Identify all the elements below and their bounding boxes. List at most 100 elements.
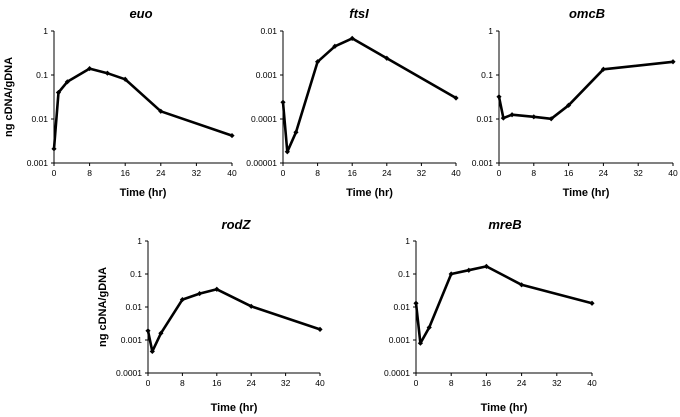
data-point	[317, 326, 323, 332]
series-line-euo	[52, 67, 233, 149]
x-tick-label: 16	[212, 378, 222, 388]
data-point	[122, 76, 128, 82]
x-tick-label: 16	[347, 168, 357, 178]
chart-title: ftsI	[349, 6, 369, 21]
data-point	[548, 116, 554, 122]
y-tick-label: 0.001	[472, 158, 494, 168]
chart-panel-euo: euo 0.001 0.01 0.1 1 0 8 16 24 32 40 Time (hr) ng cD…	[3, 6, 237, 199]
x-tick-label: 8	[449, 378, 454, 388]
y-tick-label: 1	[405, 236, 410, 246]
y-tick-label: 0.01	[260, 26, 277, 36]
data-point	[284, 149, 290, 155]
y-tick-label: 0.0001	[251, 114, 277, 124]
series-line-rodZ	[146, 287, 321, 353]
chart-panel-rodZ: rodZ 0.0001 0.001 0.01 0.1 1 0 8 16 24 32 40 Time (h…	[97, 217, 325, 414]
y-tick-label: 0.01	[476, 114, 493, 124]
data-point	[519, 282, 525, 288]
x-tick-label: 0	[281, 168, 286, 178]
y-tick-label: 1	[43, 26, 48, 36]
x-tick-label: 0	[146, 378, 151, 388]
data-point	[158, 330, 164, 336]
x-tick-label: 16	[482, 378, 492, 388]
data-point	[104, 70, 110, 76]
y-axis-label: ng cDNA/gDNA	[3, 57, 15, 137]
x-tick-label: 32	[281, 378, 291, 388]
data-point	[509, 112, 515, 118]
chart-panel-mreB: mreB 0.0001 0.001 0.01 0.1 1 0 8 16 24 32 40 Time (h…	[384, 217, 597, 414]
data-point	[349, 35, 355, 41]
data-point	[179, 296, 185, 303]
data-point	[197, 290, 203, 297]
y-tick-label: 0.1	[481, 70, 493, 80]
data-point	[248, 303, 254, 309]
x-tick-label: 40	[451, 168, 461, 178]
y-tick-label: 0.001	[27, 158, 49, 168]
x-tick-label: 0	[497, 168, 502, 178]
data-point	[500, 115, 506, 121]
data-point	[51, 146, 57, 152]
y-axis-label: ng cDNA/gDNA	[97, 267, 109, 347]
y-tick-label: 0.0001	[384, 368, 410, 378]
data-point	[496, 94, 502, 100]
x-tick-label: 32	[552, 378, 562, 388]
data-point	[600, 66, 606, 72]
x-tick-label: 0	[414, 378, 419, 388]
data-point	[145, 328, 151, 334]
data-point	[384, 55, 390, 61]
chart-panel-ftsI: ftsI 0.00001 0.0001 0.001 0.01 0 8 16 24 32 40 Time…	[246, 6, 461, 199]
x-axis-label: Time (hr)	[481, 402, 528, 414]
x-tick-label: 8	[180, 378, 185, 388]
chart-panel-omcB: omcB 0.001 0.01 0.1 1 0 8 16 24 32 40 Time (hr)	[472, 6, 678, 199]
data-point	[64, 79, 70, 85]
x-tick-label: 24	[156, 168, 166, 178]
x-tick-label: 40	[668, 168, 678, 178]
x-tick-label: 24	[599, 168, 609, 178]
x-tick-label: 24	[246, 378, 256, 388]
chart-title: omcB	[569, 6, 605, 21]
x-tick-label: 32	[417, 168, 427, 178]
series-line-omcB	[497, 60, 674, 121]
x-tick-label: 40	[315, 378, 325, 388]
data-point	[280, 99, 286, 105]
data-point	[426, 324, 432, 331]
y-tick-label: 0.1	[398, 269, 410, 279]
x-tick-label: 40	[227, 168, 237, 178]
data-point	[315, 59, 321, 65]
x-axis-label: Time (hr)	[346, 187, 393, 199]
data-point	[332, 43, 338, 49]
data-point	[229, 132, 235, 139]
x-tick-label: 24	[517, 378, 527, 388]
x-tick-label: 0	[52, 168, 57, 178]
y-tick-label: 0.01	[125, 302, 142, 312]
data-point	[589, 300, 595, 306]
y-tick-label: 1	[137, 236, 142, 246]
y-tick-label: 0.001	[256, 70, 278, 80]
data-point	[413, 300, 419, 306]
y-tick-label: 0.1	[130, 269, 142, 279]
x-tick-label: 8	[531, 168, 536, 178]
x-tick-label: 16	[120, 168, 130, 178]
data-point	[158, 108, 164, 114]
x-axis-label: Time (hr)	[563, 187, 610, 199]
data-point	[293, 129, 299, 135]
x-tick-label: 32	[633, 168, 643, 178]
y-tick-label: 0.1	[36, 70, 48, 80]
x-tick-label: 24	[382, 168, 392, 178]
x-tick-label: 16	[564, 168, 574, 178]
chart-title: euo	[129, 6, 152, 21]
y-tick-label: 0.01	[31, 114, 48, 124]
x-tick-label: 32	[192, 168, 202, 178]
y-tick-label: 0.00001	[246, 158, 277, 168]
data-point	[149, 348, 155, 355]
x-axis-label: Time (hr)	[211, 402, 258, 414]
y-tick-label: 0.01	[393, 302, 410, 312]
y-tick-label: 0.0001	[116, 368, 142, 378]
y-tick-label: 1	[488, 26, 493, 36]
data-point	[214, 286, 220, 292]
x-axis-label: Time (hr)	[120, 187, 167, 199]
series-line-ftsI	[281, 37, 457, 154]
series-line-mreB	[414, 265, 593, 345]
chart-title: rodZ	[222, 217, 252, 232]
chart-title: mreB	[488, 217, 521, 232]
